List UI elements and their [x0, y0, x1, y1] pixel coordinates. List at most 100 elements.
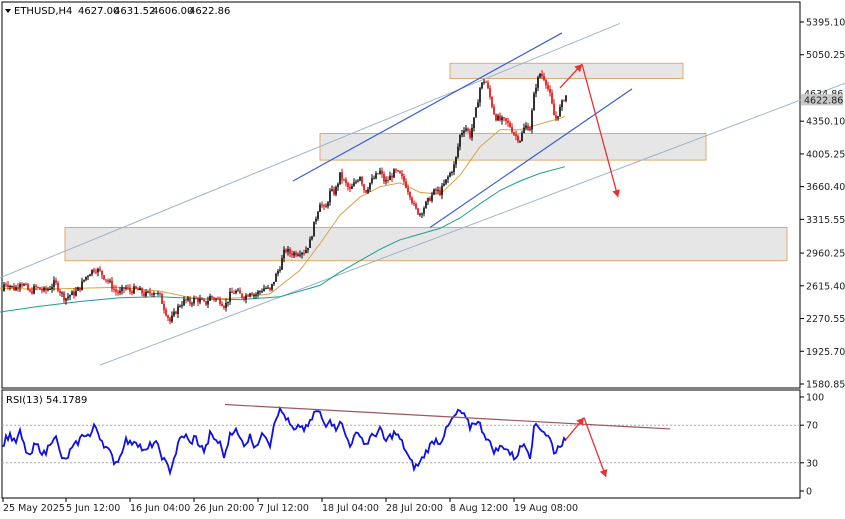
price-candles	[3, 70, 567, 325]
price-tick-label: 3315.55	[806, 215, 845, 226]
candle-body	[357, 180, 359, 182]
candle-body	[219, 298, 221, 304]
candle-body	[449, 172, 451, 177]
candle-body	[433, 189, 435, 195]
candle-body	[137, 288, 139, 291]
candle-body	[269, 287, 271, 290]
candle-body	[203, 299, 205, 302]
candle-body	[271, 284, 273, 290]
candle-body	[65, 298, 67, 301]
candle-body	[175, 311, 177, 314]
candle-body	[9, 285, 11, 288]
candle-body	[385, 180, 387, 182]
candle-body	[279, 269, 281, 271]
candle-body	[299, 254, 301, 256]
candle-body	[283, 249, 285, 259]
candle-body	[87, 276, 89, 278]
candle-body	[403, 176, 405, 182]
candle-body	[69, 295, 71, 297]
price-arrow-1-head	[612, 189, 621, 198]
candle-body	[47, 289, 49, 291]
candle-body	[499, 115, 501, 121]
rsi-arrow-1-shaft	[583, 417, 607, 478]
candle-body	[3, 284, 5, 292]
candle-body	[459, 134, 461, 147]
candle-body	[93, 269, 95, 272]
candle-body	[105, 279, 107, 281]
candle-body	[367, 189, 369, 193]
candle-body	[517, 136, 519, 141]
price-arrow-0-head	[574, 64, 582, 73]
candle-body	[143, 293, 145, 296]
candle-body	[135, 286, 137, 289]
candle-body	[261, 291, 263, 293]
candle-body	[259, 291, 261, 293]
ma-fast-line	[0, 115, 566, 301]
candle-body	[559, 107, 561, 117]
candle-body	[91, 269, 93, 275]
candle-body	[251, 293, 253, 296]
candle-body	[109, 280, 111, 282]
zone-2	[449, 62, 684, 79]
candle-body	[397, 170, 399, 172]
candle-body	[305, 250, 307, 253]
time-tick-label: 18 Jul 04:00	[322, 503, 379, 514]
candle-body	[333, 189, 335, 195]
candle-body	[27, 284, 29, 290]
candle-body	[295, 252, 297, 256]
candle-body	[423, 208, 425, 214]
price-tick-label: 4350.10	[806, 117, 845, 128]
candle-body	[205, 301, 207, 305]
candle-body	[179, 305, 181, 307]
channel-lines	[292, 32, 633, 228]
candle-body	[51, 286, 53, 290]
candle-body	[443, 183, 445, 186]
candle-body	[113, 289, 115, 291]
candle-body	[131, 291, 133, 294]
candle-body	[379, 170, 381, 174]
candle-body	[247, 295, 249, 297]
candle-body	[209, 296, 211, 301]
candle-body	[267, 287, 269, 289]
rsi-trendline	[224, 403, 671, 430]
candle-body	[121, 287, 123, 292]
candle-body	[151, 293, 153, 295]
rsi-forecast-arrows	[565, 417, 608, 478]
candle-body	[41, 289, 43, 291]
candle-body	[35, 285, 37, 287]
candle-body	[375, 173, 377, 179]
candle-body	[455, 156, 457, 165]
candle-body	[201, 298, 203, 300]
candle-body	[489, 88, 491, 98]
candle-body	[553, 103, 555, 116]
candle-body	[451, 171, 453, 173]
candle-body	[223, 306, 225, 308]
candle-body	[491, 97, 493, 107]
candle-body	[417, 208, 419, 215]
candle-body	[229, 291, 231, 302]
candle-body	[15, 287, 17, 291]
candle-body	[257, 291, 259, 295]
candle-body	[547, 85, 549, 89]
candle-body	[501, 117, 503, 121]
candle-body	[543, 76, 545, 80]
candle-body	[409, 192, 411, 198]
rsi-trendline-line	[224, 403, 671, 430]
candle-body	[539, 74, 541, 78]
rsi-line	[1, 405, 567, 477]
symbol-dropdown-icon[interactable]	[5, 9, 11, 13]
candle-body	[381, 170, 383, 175]
candle-body	[319, 204, 321, 212]
candle-body	[303, 252, 305, 254]
candle-body	[503, 117, 505, 119]
long-channel-line-1	[99, 82, 845, 366]
header-close: 4622.86	[189, 6, 230, 17]
time-tick-label: 16 Jun 04:00	[130, 503, 190, 514]
time-tick-label: 28 Jul 20:00	[386, 503, 443, 514]
candle-body	[57, 282, 59, 291]
candle-body	[39, 287, 41, 290]
candle-body	[125, 287, 127, 289]
candle-body	[415, 203, 417, 209]
candle-body	[11, 285, 13, 287]
candle-body	[363, 184, 365, 191]
